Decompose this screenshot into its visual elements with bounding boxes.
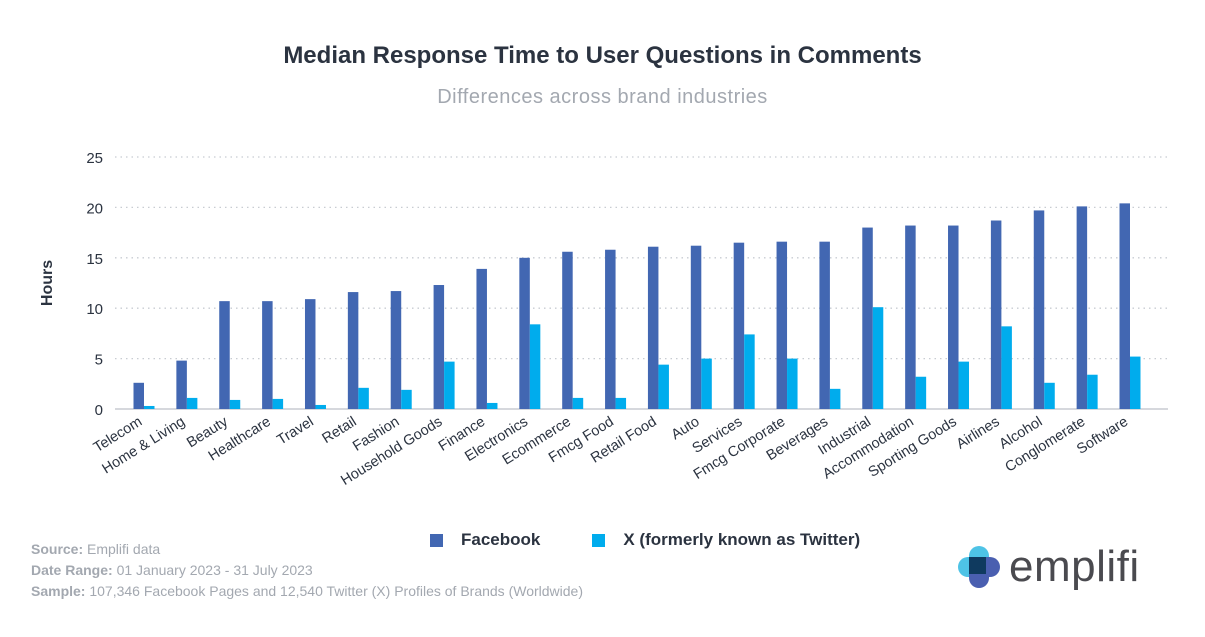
chart-title: Median Response Time to User Questions i… <box>283 42 922 69</box>
sample-note: Sample: 107,346 Facebook Pages and 12,54… <box>31 581 583 602</box>
y-tick-label: 15 <box>86 251 103 268</box>
bar-x-travel <box>315 404 326 409</box>
emplifi-logo: emplifi <box>957 545 1140 589</box>
sample-value: 107,346 Facebook Pages and 12,540 Twitte… <box>89 583 583 599</box>
bar-facebook-household-goods <box>433 285 445 409</box>
bar-x-fashion <box>401 389 412 409</box>
legend-label: X (formerly known as Twitter) <box>623 530 861 549</box>
bar-facebook-software <box>1119 203 1130 409</box>
date-range-note: Date Range: 01 January 2023 - 31 July 20… <box>31 560 583 581</box>
bar-x-airlines <box>1001 326 1012 409</box>
bar-x-beauty <box>229 399 241 409</box>
bar-facebook-retail <box>347 292 359 409</box>
bar-facebook-alcohol <box>1033 210 1045 409</box>
bar-x-fmcg-food <box>615 397 627 409</box>
bar-facebook-fmcg-food <box>605 249 616 409</box>
bar-facebook-airlines <box>990 220 1002 409</box>
y-tick-label: 25 <box>86 150 103 167</box>
y-tick-label: 10 <box>86 301 103 318</box>
bar-facebook-healthcare <box>262 301 273 409</box>
bar-x-fmcg-corporate <box>787 358 798 409</box>
bar-facebook-beauty <box>219 301 230 409</box>
bar-facebook-fashion <box>390 291 402 409</box>
bar-facebook-sporting-goods <box>948 225 959 409</box>
bar-facebook-home-living <box>176 360 187 409</box>
bar-facebook-auto <box>690 245 702 409</box>
legend-swatch-x <box>592 533 606 547</box>
date-value: 01 January 2023 - 31 July 2023 <box>116 562 313 578</box>
emplifi-logo-icon <box>958 546 1000 588</box>
bar-x-conglomerate <box>1087 374 1098 409</box>
bar-facebook-ecommerce <box>562 251 573 409</box>
y-tick-label: 0 <box>95 402 103 419</box>
bar-facebook-travel <box>304 299 316 409</box>
x-tick-label: Airlines <box>954 414 1003 453</box>
bar-facebook-retail-food <box>647 246 659 409</box>
bar-facebook-services <box>733 242 745 409</box>
date-label: Date Range: <box>31 562 113 578</box>
legend-item-x: X (formerly known as Twitter) <box>592 530 860 550</box>
bar-x-healthcare <box>272 398 284 409</box>
bar-facebook-finance <box>476 268 487 409</box>
bar-x-sporting-goods <box>958 361 970 409</box>
bar-x-telecom <box>144 405 155 409</box>
x-tick-label: Travel <box>274 414 316 449</box>
bar-facebook-electronics <box>519 257 530 409</box>
bar-x-retail <box>358 387 369 409</box>
source-label: Source: <box>31 541 84 557</box>
source-value: Emplifi data <box>87 541 161 557</box>
chart-subtitle: Differences across brand industries <box>437 86 768 108</box>
legend-swatch-facebook <box>430 533 443 547</box>
bar-x-home-living <box>186 397 198 409</box>
bar-x-retail-food <box>658 364 669 409</box>
sample-label: Sample: <box>31 583 86 599</box>
legend-label: Facebook <box>461 530 541 549</box>
footer-notes: Source: Emplifi data Date Range: 01 Janu… <box>31 539 583 602</box>
source-note: Source: Emplifi data <box>31 539 583 560</box>
bar-facebook-beverages <box>819 241 830 409</box>
bar-x-alcohol <box>1044 382 1055 409</box>
bar-x-household-goods <box>444 361 455 409</box>
bar-facebook-conglomerate <box>1076 206 1088 409</box>
y-tick-label: 5 <box>95 352 103 369</box>
bar-x-auto <box>701 358 712 409</box>
y-axis-label: Hours <box>39 260 56 306</box>
bar-facebook-industrial <box>862 227 873 409</box>
y-tick-label: 20 <box>86 200 103 217</box>
bar-x-finance <box>486 402 498 409</box>
legend-item-facebook: Facebook <box>430 530 540 550</box>
bar-facebook-accommodation <box>905 225 916 409</box>
bar-facebook-fmcg-corporate <box>776 241 788 409</box>
legend: Facebook X (formerly known as Twitter) <box>430 530 860 550</box>
bar-x-ecommerce <box>572 397 584 409</box>
bar-x-industrial <box>872 307 884 409</box>
bar-x-software <box>1130 356 1141 409</box>
bar-facebook-telecom <box>133 382 144 409</box>
bar-x-accommodation <box>915 376 927 409</box>
logo-text: emplifi <box>1009 542 1140 591</box>
bar-x-services <box>744 334 755 409</box>
bar-x-electronics <box>529 324 541 409</box>
bar-x-beverages <box>829 388 841 409</box>
